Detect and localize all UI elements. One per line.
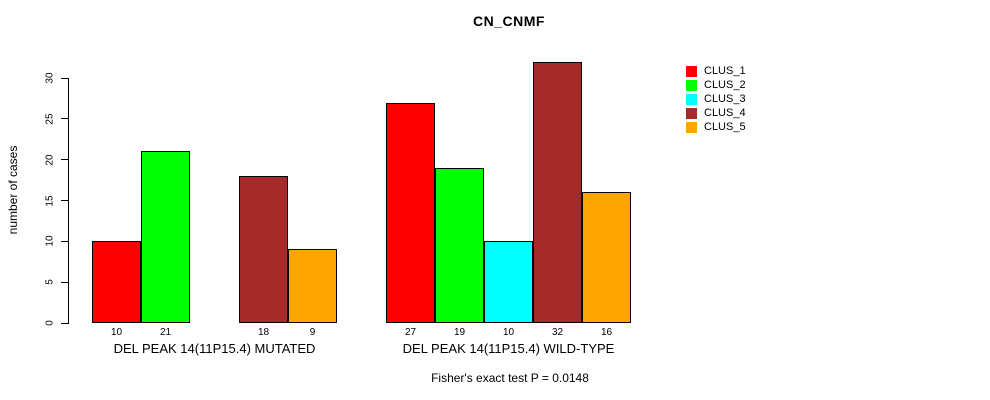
y-tick-label: 30 <box>44 72 56 84</box>
bar-clus_1-group1 <box>92 241 141 323</box>
legend-label: CLUS_4 <box>704 107 746 119</box>
y-tick-label: 0 <box>44 320 56 326</box>
y-tick-mark <box>61 118 68 120</box>
legend-item-clus_3: CLUS_3 <box>686 92 746 106</box>
bar-clus_4-group2 <box>533 62 582 323</box>
bar-clus_5-group1 <box>288 249 337 323</box>
y-axis-line <box>68 78 69 324</box>
bar-value-label: 10 <box>502 327 515 338</box>
y-tick-mark <box>61 200 68 201</box>
y-tick-mark <box>61 281 68 283</box>
legend-swatch-icon <box>686 121 697 133</box>
bar-value-label: 16 <box>600 327 613 338</box>
legend-swatch-icon <box>686 65 697 77</box>
bar-clus_3-group2 <box>484 241 533 323</box>
x-group-label-mutated: DEL PEAK 14(11P15.4) MUTATED <box>113 341 316 356</box>
bar-value-label: 32 <box>551 327 564 338</box>
legend-swatch-icon <box>686 107 697 119</box>
y-tick-label: 5 <box>44 279 56 285</box>
bar-value-label: 10 <box>110 327 123 338</box>
fisher-test-annotation: Fisher's exact test P = 0.0148 <box>431 371 589 385</box>
bar-value-label: 9 <box>309 327 316 338</box>
y-tick-mark <box>61 240 68 242</box>
legend-swatch-icon <box>686 79 697 91</box>
y-tick-mark <box>61 322 68 324</box>
bar-value-label: 19 <box>453 327 466 338</box>
y-tick-label: 10 <box>44 235 56 247</box>
bar-clus_2-group1 <box>141 151 190 323</box>
bar-clus_5-group2 <box>582 192 631 323</box>
chart-title: CN_CNMF <box>473 13 545 29</box>
legend-item-clus_4: CLUS_4 <box>686 106 746 120</box>
bar-value-label: 21 <box>159 327 172 338</box>
y-tick-mark <box>61 159 68 161</box>
bar-clus_4-group1 <box>239 176 288 323</box>
legend-label: CLUS_1 <box>704 65 746 77</box>
bar-value-label: 27 <box>404 327 417 338</box>
bar-clus_2-group2 <box>435 168 484 323</box>
legend: CLUS_1 CLUS_2 CLUS_3 CLUS_4 CLUS_5 <box>686 64 746 134</box>
legend-label: CLUS_3 <box>704 93 746 105</box>
bar-clus_1-group2 <box>386 103 435 323</box>
legend-item-clus_2: CLUS_2 <box>686 78 746 92</box>
y-tick-label: 25 <box>44 113 56 125</box>
y-tick-label: 20 <box>44 154 56 166</box>
bar-value-label: 18 <box>257 327 270 338</box>
y-tick-label: 15 <box>44 194 56 207</box>
legend-swatch-icon <box>686 93 697 105</box>
legend-label: CLUS_5 <box>704 121 746 133</box>
legend-item-clus_1: CLUS_1 <box>686 64 746 78</box>
legend-label: CLUS_2 <box>704 79 746 91</box>
y-tick-mark <box>61 77 68 79</box>
y-axis-label: number of cases <box>6 145 20 235</box>
legend-item-clus_5: CLUS_5 <box>686 120 746 134</box>
x-group-label-wildtype: DEL PEAK 14(11P15.4) WILD-TYPE <box>402 341 615 356</box>
